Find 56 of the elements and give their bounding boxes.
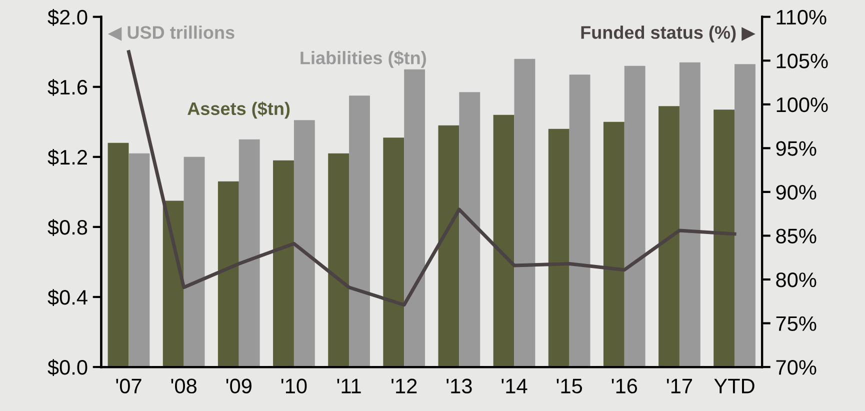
- x-tick-label: '15: [556, 378, 582, 394]
- bar: [514, 58, 536, 368]
- x-tick-label: '09: [226, 378, 252, 394]
- y2-tick-label: 95%: [776, 141, 816, 156]
- bar: [128, 153, 150, 368]
- bar: [294, 120, 315, 368]
- bar: [238, 139, 260, 368]
- y2-tick-label: 85%: [776, 228, 816, 244]
- bar: [404, 69, 426, 368]
- x-tick-label: '14: [502, 378, 528, 394]
- bar: [459, 92, 480, 368]
- y2-tick-label: 70%: [776, 360, 816, 375]
- y-tick-label: $2.0: [48, 8, 88, 26]
- bar: [569, 74, 590, 368]
- bar: [624, 66, 646, 368]
- y2-tick-label: 80%: [776, 272, 816, 288]
- x-tick-label: '11: [337, 378, 361, 394]
- bar: [184, 156, 205, 368]
- x-tick-label: '08: [171, 378, 196, 394]
- bar: [438, 125, 460, 368]
- bar: [603, 122, 624, 368]
- y-tick-label: $0.4: [48, 289, 88, 306]
- bar: [349, 96, 370, 368]
- x-tick-label: '16: [612, 378, 638, 394]
- y2-tick-label: 100%: [776, 97, 828, 112]
- bar: [328, 153, 350, 368]
- x-tick-label: YTD: [714, 378, 754, 394]
- x-tick-label: '10: [281, 378, 307, 394]
- bar: [273, 160, 294, 368]
- y-axis-title: ◀ USD trillions: [108, 26, 234, 41]
- bar: [658, 106, 680, 368]
- y2-tick-label: 105%: [776, 54, 828, 68]
- bar: [383, 138, 404, 368]
- y-tick-label: $0.0: [48, 359, 88, 376]
- bar: [714, 110, 735, 368]
- bar: [493, 114, 514, 368]
- series-label: Liabilities ($tn): [300, 50, 426, 68]
- bar: [548, 128, 570, 368]
- y2-tick-label: 90%: [776, 184, 816, 200]
- y-tick-label: $0.8: [48, 219, 88, 236]
- bar: [108, 142, 129, 368]
- bar: [218, 181, 239, 368]
- x-tick-label: '07: [116, 378, 142, 394]
- x-tick-label: '17: [666, 378, 692, 394]
- y2-axis-title: Funded status (%) ▶: [581, 26, 756, 42]
- x-tick-label: '13: [446, 378, 472, 394]
- bar: [162, 200, 184, 368]
- y2-tick-label: 110%: [776, 10, 826, 25]
- x-tick-label: '12: [392, 378, 417, 394]
- y-tick-label: $1.2: [48, 149, 87, 166]
- y-tick-label: $1.6: [48, 79, 88, 96]
- text: Assets ($tn): [188, 102, 290, 119]
- line-series: [127, 50, 736, 307]
- y2-tick-label: 75%: [776, 316, 816, 332]
- bar: [734, 64, 756, 368]
- bar: [679, 62, 700, 368]
